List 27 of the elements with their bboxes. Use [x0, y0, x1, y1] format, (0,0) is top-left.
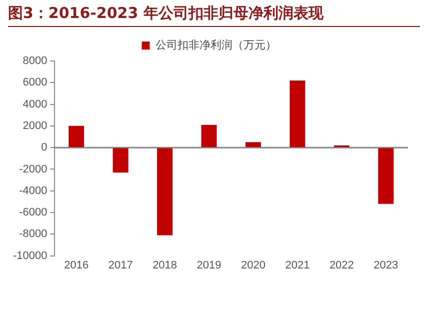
x-tick-label: 2017	[108, 259, 133, 272]
x-tick-label: 2020	[240, 259, 266, 272]
legend-label: 公司扣非净利润（万元）	[155, 38, 276, 52]
y-tick-label: -6000	[19, 206, 48, 219]
y-tick-label: -8000	[19, 228, 48, 240]
bar	[201, 124, 217, 148]
y-tick-label: 4000	[22, 98, 48, 110]
y-tick-label: 2000	[22, 120, 48, 132]
x-tick-label: 2019	[196, 259, 222, 272]
y-tick-label: 8000	[22, 55, 48, 68]
y-tick-label: -4000	[19, 184, 48, 197]
x-tick-label: 2022	[329, 259, 354, 272]
x-tick-label: 2021	[285, 259, 310, 272]
x-tick-label: 2023	[374, 259, 398, 272]
y-tick-label: -2000	[19, 163, 48, 176]
chart-title: 图3：2016-2023 年公司扣非归母净利润表现	[8, 4, 420, 27]
bar	[245, 142, 261, 148]
y-tick-label: 6000	[22, 76, 48, 89]
bar	[290, 80, 306, 148]
x-tick-label: 2018	[152, 259, 178, 272]
y-tick-label: -10000	[12, 250, 48, 262]
x-tick-label: 2016	[64, 259, 89, 272]
bar	[378, 148, 394, 204]
bar	[68, 126, 84, 148]
y-tick-label: 0	[41, 142, 48, 154]
bar	[112, 148, 128, 172]
bar	[157, 148, 173, 236]
